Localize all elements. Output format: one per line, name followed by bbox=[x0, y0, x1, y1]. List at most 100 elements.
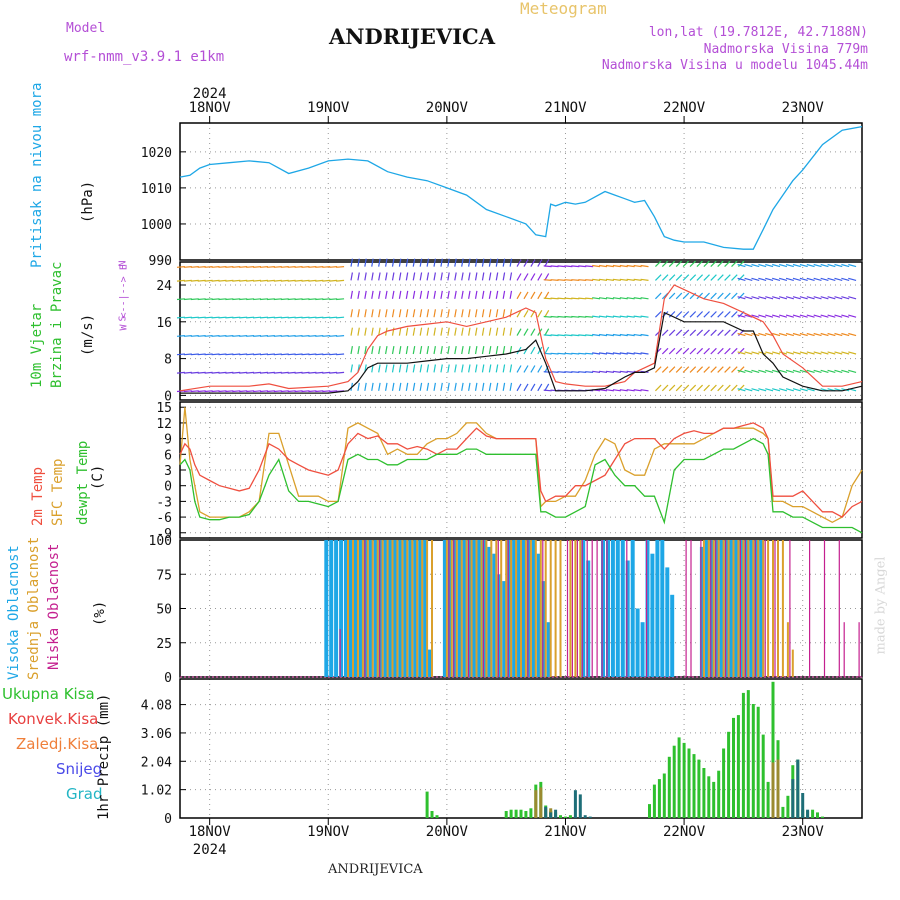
wind-barb bbox=[364, 327, 367, 336]
wind-barb bbox=[813, 314, 822, 318]
wind-barb bbox=[433, 290, 436, 299]
wind-barb bbox=[419, 258, 423, 267]
wind-barb bbox=[232, 353, 241, 356]
model-name: wrf-nmm_v3.9.1 e1km bbox=[64, 49, 225, 65]
wind-barb bbox=[779, 314, 788, 318]
wind-barb bbox=[253, 353, 262, 356]
wind-barb bbox=[204, 279, 213, 282]
wind-barb bbox=[211, 371, 220, 374]
wind-barb bbox=[737, 351, 746, 355]
wind-barb bbox=[696, 274, 704, 281]
wind-barb bbox=[537, 291, 543, 300]
precip-bar bbox=[519, 809, 523, 818]
cloud-bar bbox=[507, 540, 509, 677]
wind-barb bbox=[495, 258, 499, 267]
cloud-bar bbox=[470, 540, 473, 677]
cloud-bar bbox=[467, 540, 472, 677]
wind-barb bbox=[668, 260, 676, 268]
wind-barb bbox=[523, 291, 529, 300]
wind-barb bbox=[225, 390, 234, 393]
cloud-bar bbox=[347, 540, 349, 677]
wind-barb bbox=[232, 390, 241, 393]
cloud-bar bbox=[500, 540, 503, 677]
wind-barb bbox=[419, 309, 423, 318]
cloud-bar bbox=[759, 540, 764, 677]
cloud-bar bbox=[717, 540, 720, 677]
wind-barb bbox=[668, 292, 676, 300]
wind-barb bbox=[682, 292, 690, 300]
cloud-bar bbox=[524, 540, 527, 677]
wind-barb bbox=[834, 369, 843, 373]
wind-barb bbox=[537, 259, 543, 267]
wind-barb bbox=[468, 272, 471, 281]
wind-barb bbox=[612, 315, 621, 318]
precip-bar bbox=[677, 737, 681, 818]
wind-barb bbox=[675, 384, 683, 392]
wind-barb bbox=[190, 390, 199, 393]
wind-barb bbox=[675, 311, 683, 318]
wind-barb bbox=[447, 272, 450, 281]
wind-barb bbox=[266, 316, 275, 319]
precip-bar bbox=[564, 816, 567, 818]
wind-barb bbox=[481, 290, 485, 299]
wind-barb bbox=[308, 390, 317, 393]
wind-barb bbox=[461, 345, 464, 355]
wind-barb bbox=[827, 314, 836, 318]
wind-barb bbox=[329, 353, 338, 356]
wind-barb bbox=[405, 272, 409, 281]
wind-barb bbox=[398, 290, 402, 299]
cloud-bar bbox=[366, 540, 369, 677]
wind-barb bbox=[273, 298, 282, 301]
wind-barb bbox=[468, 327, 471, 336]
cloud-bar bbox=[447, 540, 452, 677]
wind-barb bbox=[841, 277, 850, 281]
cloud-bar bbox=[324, 540, 329, 677]
wind-barb bbox=[813, 263, 822, 268]
wind-barb bbox=[371, 258, 374, 267]
y-tick-label: 3 bbox=[164, 464, 172, 479]
wind-barb bbox=[668, 274, 676, 281]
wind-barb bbox=[530, 383, 536, 392]
cloud-bar bbox=[650, 553, 655, 677]
wind-barb bbox=[530, 328, 536, 336]
wind-barb bbox=[550, 352, 559, 355]
wind-barb bbox=[578, 315, 587, 318]
wind-barb bbox=[378, 290, 381, 299]
wind-barb bbox=[225, 298, 234, 301]
wind-barb bbox=[329, 371, 338, 374]
wind-barb bbox=[371, 272, 374, 281]
wind-barb bbox=[488, 258, 492, 267]
wind-barb bbox=[433, 345, 436, 355]
wind-barb bbox=[280, 266, 289, 268]
wind-barb bbox=[717, 274, 724, 281]
wind-barb bbox=[426, 327, 430, 336]
cloud-bar bbox=[581, 540, 586, 677]
wind-barb bbox=[820, 277, 829, 281]
y-tick-label: 0 bbox=[164, 671, 172, 686]
y-tick-label: 6 bbox=[164, 448, 172, 463]
precip-bar bbox=[736, 715, 740, 818]
wind-barb bbox=[440, 327, 443, 336]
wind-barb bbox=[571, 265, 580, 268]
wind-barb bbox=[454, 309, 457, 318]
wind-barb bbox=[717, 366, 724, 373]
cloud-bar bbox=[408, 540, 413, 677]
wind-barb bbox=[516, 328, 522, 336]
wind-barb bbox=[398, 258, 402, 267]
wind-barb bbox=[731, 347, 738, 355]
y-tick-label: 1.02 bbox=[141, 784, 172, 799]
wind-barb bbox=[765, 332, 774, 337]
wind-barb bbox=[737, 369, 746, 373]
cloud-bar bbox=[472, 540, 477, 677]
wind-barb bbox=[682, 311, 690, 318]
wind-barb bbox=[481, 309, 485, 318]
wind-barb bbox=[183, 371, 192, 374]
wind-barb bbox=[474, 327, 478, 336]
legend-freezing-rain: Zaledj.Kisa bbox=[16, 735, 99, 753]
cloud-bar bbox=[646, 540, 648, 677]
cloud-bar bbox=[739, 540, 741, 677]
wind-barb bbox=[703, 347, 710, 355]
wind-barb bbox=[474, 272, 478, 281]
wind-barb bbox=[785, 388, 794, 392]
wind-barb bbox=[585, 279, 594, 281]
